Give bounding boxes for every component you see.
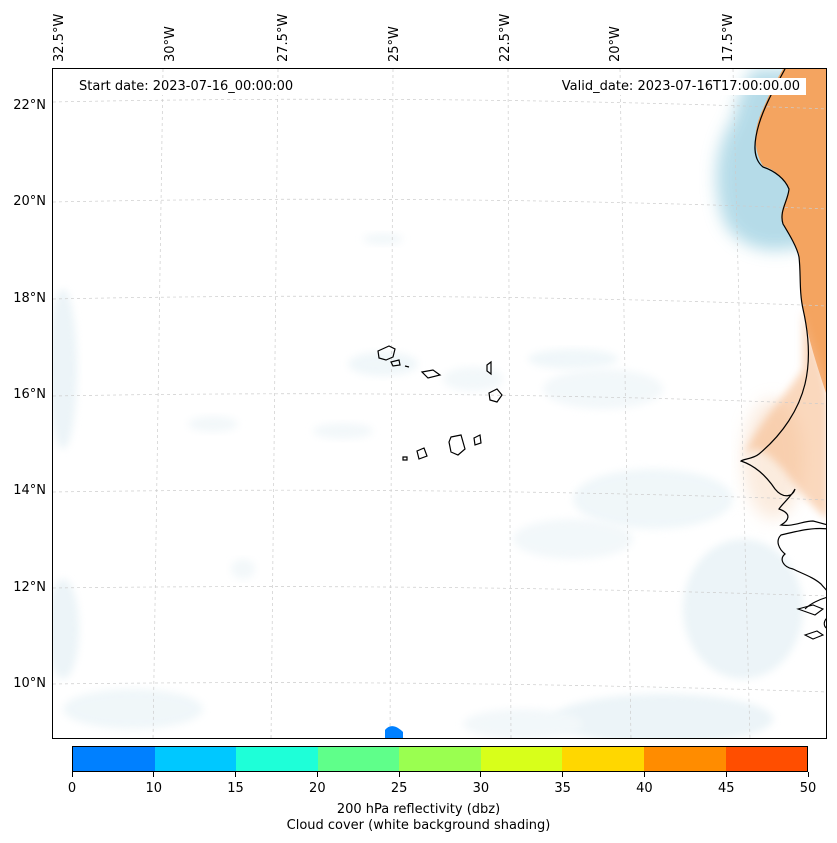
land-shading (755, 69, 826, 393)
start-date-label: Start date: 2023-07-16_00:00:00 (73, 78, 300, 95)
colorbar-tickmark (643, 772, 645, 777)
colorbar-segment (643, 747, 726, 771)
lon-label: 20°W (608, 26, 623, 62)
coastline-guinea (804, 597, 826, 629)
map-canvas (53, 69, 826, 738)
colorbar-segment (480, 747, 563, 771)
reflectivity-blob (385, 726, 403, 738)
colorbar-tick-label: 30 (472, 781, 490, 796)
colorbar-tick-label: 50 (799, 781, 817, 796)
colorbar-tick-label: 35 (554, 781, 571, 796)
colorbar-tick-label: 15 (227, 781, 244, 796)
colorbar-segment (562, 747, 644, 771)
colorbar-tick-label: 20 (309, 781, 326, 796)
land-shading-south (743, 309, 826, 518)
colorbar-segment (399, 747, 481, 771)
lat-label: 22°N (13, 98, 46, 113)
colorbar-segment (236, 747, 318, 771)
lat-label: 18°N (13, 291, 46, 306)
lat-label: 10°N (13, 676, 46, 691)
lon-label: 17.5°W (721, 13, 736, 62)
cape-verde-islands (377, 345, 503, 461)
colorbar-tick-label: 0 (67, 781, 77, 796)
lon-label: 30°W (163, 26, 178, 62)
colorbar-segment (154, 747, 237, 771)
colorbar-tickmark (316, 772, 318, 777)
colorbar-segment (73, 747, 155, 771)
cloud-cover-shading (53, 233, 803, 738)
lat-label: 20°N (13, 194, 46, 209)
valid-date-label: Valid_date: 2023-07-16T17:00:00.00 (555, 78, 806, 95)
colorbar-tick-label: 40 (636, 781, 653, 796)
colorbar-tick-label: 45 (717, 781, 735, 796)
colorbar-segment (725, 747, 808, 771)
lon-label: 22.5°W (498, 13, 513, 62)
colorbar-segment (317, 747, 400, 771)
lon-label: 25°W (387, 26, 402, 62)
colorbar-tickmark (480, 772, 482, 777)
lon-label: 27.5°W (276, 13, 291, 62)
colorbar-label-reflectivity: 200 hPa reflectivity (dbz) (336, 802, 501, 817)
colorbar-tickmark (153, 772, 155, 777)
colorbar-tickmark (398, 772, 400, 777)
lat-label: 16°N (13, 387, 46, 402)
colorbar-tickmark (725, 772, 727, 777)
gridlines (53, 69, 826, 738)
lon-label: 32.5°W (52, 13, 67, 62)
colorbar-tickmark (71, 772, 73, 777)
lat-label: 12°N (13, 580, 46, 595)
colorbar-tick-label: 25 (390, 781, 408, 796)
map-panel: Start date: 2023-07-16_00:00:00 Valid_da… (52, 68, 827, 739)
colorbar (72, 746, 808, 772)
colorbar-tick-label: 10 (145, 781, 163, 796)
colorbar-tickmark (235, 772, 237, 777)
colorbar-tickmark (562, 772, 564, 777)
coastline-south (777, 527, 826, 591)
lat-label: 14°N (13, 483, 46, 498)
colorbar-tickmark (807, 772, 809, 777)
colorbar-label-cloud-cover: Cloud cover (white background shading) (286, 818, 551, 833)
coastline (739, 69, 826, 527)
